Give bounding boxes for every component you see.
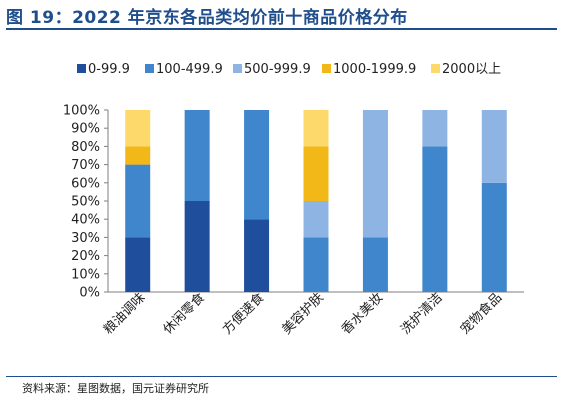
- legend-swatch: [233, 64, 242, 73]
- bar-segment: [184, 201, 210, 292]
- bar-segment: [125, 146, 151, 165]
- category-label: 香水美妆: [339, 290, 386, 337]
- category-label: 洗护清洁: [398, 290, 445, 337]
- category-label: 宠物食品: [457, 290, 505, 338]
- bar-segment: [303, 237, 329, 292]
- y-tick-label: 0%: [79, 286, 100, 301]
- y-tick-label: 60%: [71, 176, 100, 191]
- y-tick-label: 10%: [71, 267, 100, 282]
- y-tick-label: 50%: [71, 195, 100, 210]
- bar-segment: [422, 110, 448, 147]
- bar-segment: [303, 146, 329, 201]
- bar-segment: [244, 219, 270, 292]
- y-tick-label: 90%: [71, 122, 100, 137]
- bar-segment: [303, 110, 329, 147]
- source-rule: [6, 376, 557, 377]
- source-note: 资料来源：星图数据，国元证券研究所: [22, 382, 209, 395]
- bar-segment: [184, 110, 210, 201]
- bar-segment: [481, 110, 507, 183]
- legend-label: 100-499.9: [156, 62, 223, 77]
- y-tick-label: 40%: [71, 213, 100, 228]
- y-tick-label: 80%: [71, 140, 100, 155]
- legend-swatch: [322, 64, 331, 73]
- category-label: 方便速食: [219, 290, 267, 338]
- y-tick-label: 20%: [71, 249, 100, 264]
- y-tick-label: 30%: [71, 231, 100, 246]
- category-label: 休闲零食: [160, 290, 208, 338]
- bar-segment: [125, 110, 151, 147]
- bar-segment: [362, 237, 388, 292]
- bar-segment: [125, 237, 151, 292]
- figure-title: 图 19：2022 年京东各品类均价前十商品价格分布: [6, 8, 408, 28]
- bar-segment: [125, 164, 151, 238]
- legend-label: 2000以上: [442, 62, 501, 77]
- bar-segment: [362, 110, 388, 238]
- legend-label: 500-999.9: [244, 62, 311, 77]
- legend-swatch: [145, 64, 154, 73]
- legend-label: 0-99.9: [88, 62, 130, 77]
- legend-label: 1000-1999.9: [333, 62, 416, 77]
- title-rule: [6, 28, 557, 30]
- legend-swatch: [77, 64, 86, 73]
- legend-swatch: [431, 64, 440, 73]
- bar-segment: [244, 110, 270, 220]
- category-label: 美容护肤: [279, 290, 327, 338]
- bar-segment: [481, 182, 507, 292]
- category-label: 粮油调味: [101, 290, 148, 337]
- y-tick-label: 70%: [71, 158, 100, 173]
- y-tick-label: 100%: [63, 104, 100, 119]
- bar-segment: [303, 201, 329, 238]
- bar-segment: [422, 146, 448, 292]
